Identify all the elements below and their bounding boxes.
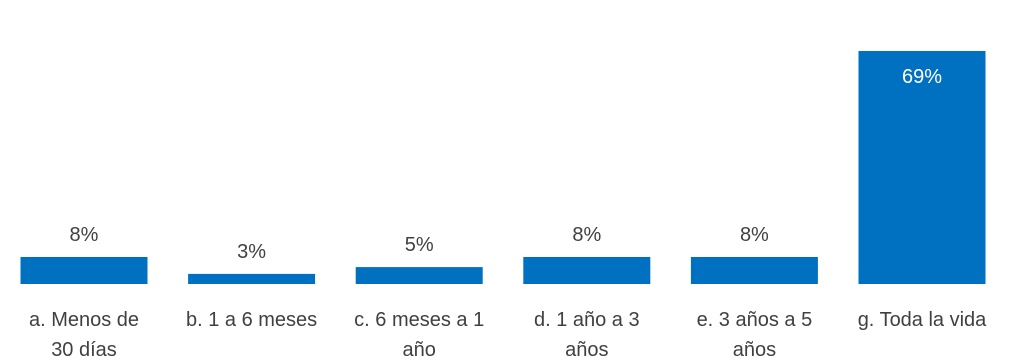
- category-label-line: 30 días: [51, 339, 117, 361]
- data-label: 8%: [740, 224, 769, 246]
- data-label: 5%: [405, 234, 434, 256]
- bar: [858, 51, 986, 284]
- category-label-line: años: [733, 339, 776, 361]
- category-label-line: d. 1 año a 3: [534, 309, 640, 331]
- data-label: 8%: [572, 224, 601, 246]
- data-label: 3%: [237, 241, 266, 263]
- category-label-line: años: [565, 339, 608, 361]
- category-label-line: año: [403, 339, 436, 361]
- category-labels-group: a. Menos de 30 días b. 1 a 6 meses c. 6 mes…: [29, 309, 987, 361]
- bar: [355, 267, 483, 284]
- bars-group: [20, 51, 986, 284]
- data-labels-group: 8% 3% 5% 8% 8% 69%: [70, 66, 943, 263]
- category-label: e. 3 años a 5 años: [697, 309, 813, 361]
- category-label-line: e. 3 años a 5: [697, 309, 813, 331]
- category-label: d. 1 año a 3 años: [534, 309, 640, 361]
- bar: [690, 257, 818, 284]
- bar: [20, 257, 148, 284]
- category-label: a. Menos de 30 días: [29, 309, 139, 361]
- bar: [523, 257, 651, 284]
- data-label: 8%: [70, 224, 99, 246]
- bar: [188, 273, 316, 284]
- data-label: 69%: [902, 66, 942, 88]
- category-label: g. Toda la vida: [858, 309, 987, 331]
- category-label-line: a. Menos de: [29, 309, 139, 331]
- category-label: b. 1 a 6 meses: [186, 309, 317, 331]
- category-label-line: c. 6 meses a 1: [354, 309, 484, 331]
- category-label: c. 6 meses a 1 año: [354, 309, 484, 361]
- category-label-line: b. 1 a 6 meses: [186, 309, 317, 331]
- category-label-line: g. Toda la vida: [858, 309, 987, 331]
